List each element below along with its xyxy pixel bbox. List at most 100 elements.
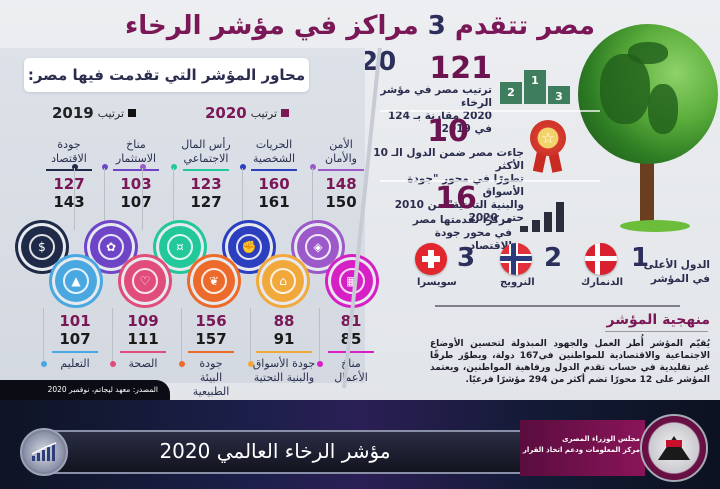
axis-label: مناخ (126, 138, 146, 151)
rank-2020: 156 (195, 312, 227, 330)
section-separator (380, 180, 600, 182)
org-line: مجلس الوزراء المصرى (562, 435, 640, 443)
rank-2020: 123 (190, 175, 222, 193)
methodology-divider (435, 305, 680, 307)
stat-text: مركزًا تقدمتها مصر (412, 214, 512, 226)
axis-label: مناخ (341, 357, 361, 370)
rank-2019: 107 (59, 330, 91, 348)
axis-market-infrastructure: 88 91 جودة الأسواق والبنية التحتية (248, 312, 320, 385)
podium-icon: 2 1 3 (500, 70, 572, 104)
investment-plant-icon: ✿ (98, 234, 124, 260)
legend-2019-swatch (128, 109, 137, 117)
timeline-stem (142, 168, 143, 230)
country-name: الدنمارك (581, 277, 624, 288)
country-rank: 3 (457, 243, 476, 273)
dollar-check-icon: $ (29, 234, 55, 260)
footer-banner: مؤشر الرخاء العالمي 2020 مجلس الوزراء ال… (0, 400, 720, 489)
timeline-dot (317, 361, 323, 367)
denmark-flag-icon (585, 243, 617, 275)
axis-label: رأس المال (181, 138, 231, 151)
legend-2020-swatch (281, 109, 290, 117)
heart-pulse-icon: ♡ (132, 268, 158, 294)
rank-2019: 143 (53, 193, 85, 211)
timeline-dot (179, 361, 185, 367)
money-bag-icon: ¤ (167, 234, 193, 260)
tree-trunk-illustration (640, 160, 654, 225)
top-countries-label: الدول الأعلى في المؤشر (640, 258, 710, 286)
axis-rule (46, 169, 92, 171)
axis-label: الاجتماعي (183, 152, 229, 165)
timeline-dot (102, 164, 108, 170)
rank-2019: 161 (258, 193, 290, 211)
axis-label: جودة الأسواق (252, 357, 316, 370)
shop-icon: ⌂ (270, 268, 296, 294)
shield-icon: ◈ (305, 234, 331, 260)
timeline-stem (242, 168, 243, 230)
timeline-stem (181, 308, 182, 363)
timeline-stem (319, 308, 320, 363)
axis-label: الأمن (329, 138, 353, 151)
timeline-stem (104, 168, 105, 230)
footer-title-bar (25, 430, 525, 474)
label-line: الدول الأعلى (643, 259, 710, 271)
axis-label: التعليم (60, 357, 90, 370)
label-line: في المؤشر (650, 273, 710, 285)
axis-rule (120, 351, 166, 353)
grass-illustration (620, 220, 690, 232)
timeline-stem (112, 308, 113, 363)
top10-value: 10 (427, 114, 469, 149)
source-note: المصدر: معهد ليجاتم، نوفمبر 2020 (0, 380, 170, 400)
timeline-stem (43, 308, 44, 363)
page-title: مصر تتقدم 3 مراكز في مؤشر الرخاء 2020 (100, 8, 620, 77)
timeline-stem (74, 168, 75, 230)
timeline-dot (171, 164, 177, 170)
economic-quality-badge: $ (21, 226, 63, 268)
timeline-stem (173, 168, 174, 230)
timeline-dot (248, 361, 254, 367)
axis-rule (188, 351, 234, 353)
footer-title: مؤشر الرخاء العالمي 2020 (159, 439, 391, 463)
axis-rule (256, 351, 312, 353)
rank-2019: 111 (127, 330, 159, 348)
podium-third: 3 (548, 86, 570, 104)
timeline-dot (41, 361, 47, 367)
top-countries: 1 الدنمارك 2 النرويج 3 سويسرا (395, 243, 720, 293)
rank-2020: 160 (258, 175, 290, 193)
axis-safety-security: الأمن والأمان 148 150 (310, 138, 372, 211)
rank-2019: 107 (120, 193, 152, 211)
axis-label: جودة (199, 357, 223, 370)
axis-investment-environment: مناخ الاستثمار 103 107 (105, 138, 167, 211)
methodology-text: يُقيّم المؤشر أُطر العمل والجهود المبذول… (430, 339, 710, 385)
country-name: سويسرا (417, 277, 457, 288)
stat-text: في محور جودة الاقتصاد (434, 227, 512, 252)
legend-2020: ترتيب 2020 (205, 104, 290, 122)
stat-text: جاءت مصر ضمن الدول الـ 10 الأكثر (373, 147, 524, 172)
legend-year: 2019 (52, 104, 94, 122)
growth-bars-icon (520, 198, 570, 232)
legend-year: 2020 (205, 104, 247, 122)
methodology-title: منهجية المؤشر (606, 312, 711, 328)
stat-text: 2020 مقارنة بـ 124 في 2019 (387, 110, 492, 135)
podium-second: 2 (500, 82, 522, 104)
health-badge: ♡ (124, 260, 166, 302)
timeline-stem (312, 168, 313, 230)
timeline-dot (140, 164, 146, 170)
rank-2019: 91 (273, 330, 295, 348)
medal-icon: ☆ (530, 120, 566, 156)
timeline-stem (250, 308, 251, 363)
axis-health: 109 111 الصحة (112, 312, 174, 371)
top10-improvers-stat: 10 جاءت مصر ضمن الدول الـ 10 الأكثر تطور… (372, 117, 524, 225)
axis-label: الطبيعية (192, 385, 230, 398)
axis-rule (183, 169, 229, 171)
axis-natural-environment: 156 157 جودة البيئة الطبيعية (180, 312, 242, 399)
axis-rule (251, 169, 297, 171)
social-capital-badge: ¤ (159, 226, 201, 268)
fist-icon: ✊ (236, 234, 262, 260)
legend-2019: ترتيب 2019 (52, 104, 137, 122)
globe-tree-icon (578, 24, 718, 164)
axis-personal-freedom: الحريات الشخصية 160 161 (243, 138, 305, 211)
axis-economic-quality: جودة الاقتصاد 127 143 (38, 138, 100, 211)
stat-text: والبنية التحتية" من 2010 حتى 2020 (394, 199, 524, 224)
axis-education: 101 107 التعليم (44, 312, 106, 371)
rank-2020: 101 (59, 312, 91, 330)
